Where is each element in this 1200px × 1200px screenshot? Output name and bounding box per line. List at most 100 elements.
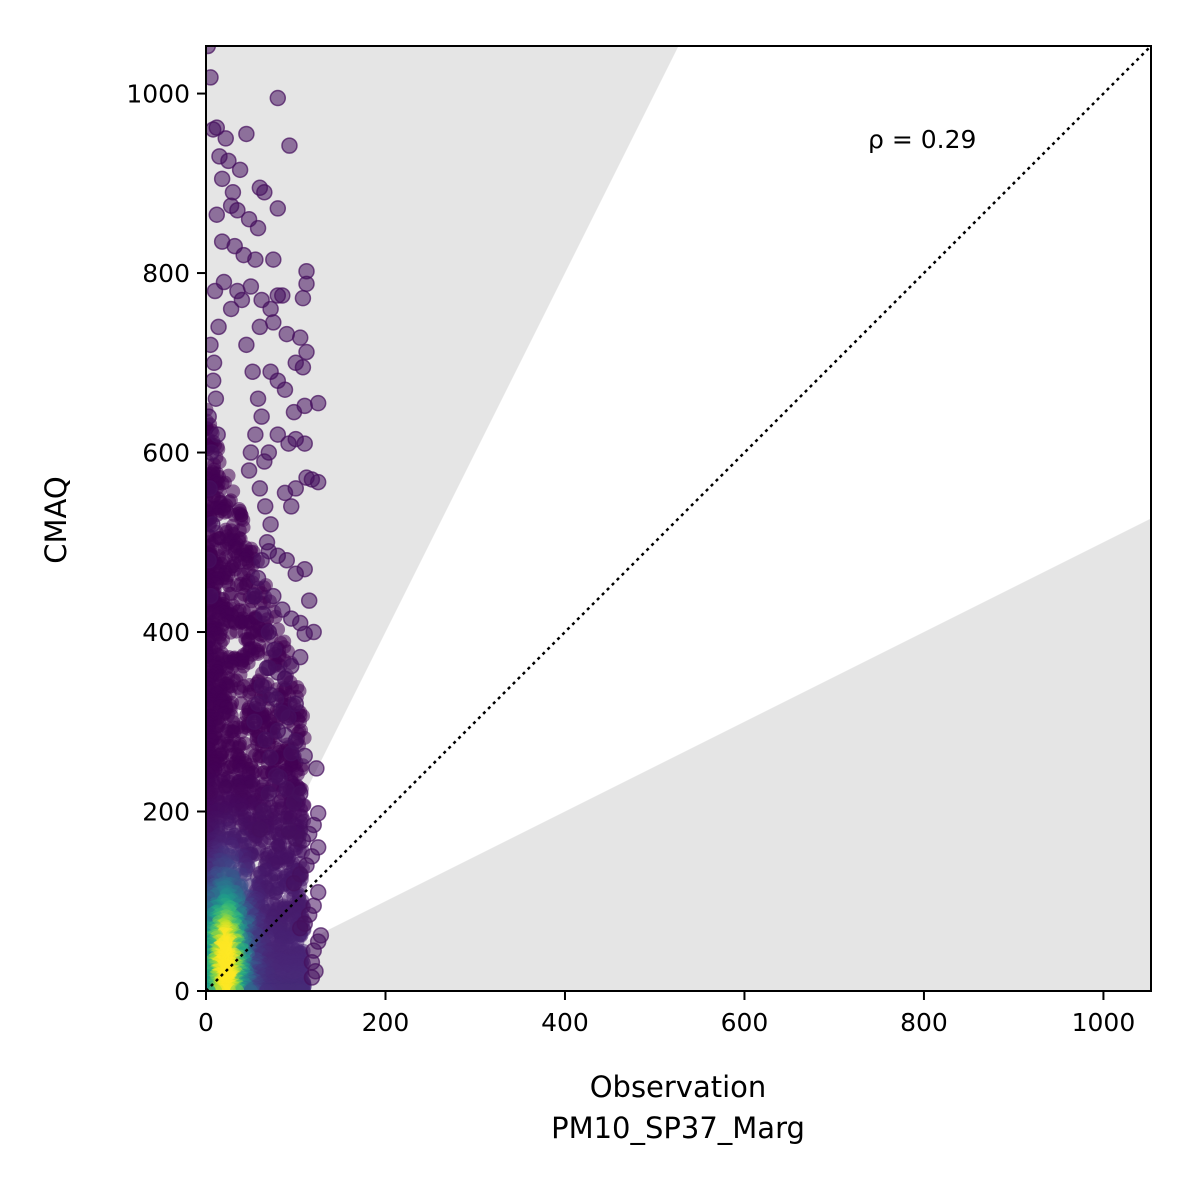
scatter-point xyxy=(278,780,296,798)
x-tick-label: 400 xyxy=(541,1008,589,1037)
scatter-point xyxy=(291,329,309,346)
density-point xyxy=(238,867,253,882)
scatter-point xyxy=(242,444,260,461)
scatter-point xyxy=(206,282,224,300)
x-tick-label: 0 xyxy=(198,1008,214,1037)
scatter-point xyxy=(281,137,298,154)
scatter-point xyxy=(249,695,267,713)
scatter-point xyxy=(265,251,282,268)
scatter-point xyxy=(242,278,260,295)
scatter-point xyxy=(247,426,264,443)
y-tick-label: 1000 xyxy=(126,80,190,109)
scatter-point xyxy=(206,336,219,354)
scatter-point xyxy=(285,403,303,421)
scatter-point xyxy=(238,125,255,143)
scatter-point xyxy=(229,201,246,219)
correlation-annotation: ρ = 0.29 xyxy=(868,125,976,154)
scatter-point xyxy=(251,318,269,336)
scatter-point xyxy=(208,206,226,223)
y-tick-label: 0 xyxy=(174,977,190,1006)
y-axis-ticks: 0 200 400 600 800 1000 xyxy=(126,80,206,1006)
scatter-point xyxy=(269,372,287,389)
scatter-point xyxy=(260,785,278,802)
scatter-point xyxy=(260,623,278,641)
scatter-point xyxy=(269,722,287,739)
lower-shaded-region xyxy=(206,518,1151,991)
scatter-point xyxy=(283,744,300,762)
scatter-point xyxy=(206,408,217,425)
scatter-point xyxy=(208,119,226,136)
scatter-point xyxy=(246,713,263,731)
scatter-point xyxy=(285,875,303,892)
scatter-point xyxy=(256,498,274,515)
scatter-point xyxy=(258,534,276,551)
scatter-point xyxy=(280,821,297,838)
scatter-point xyxy=(249,219,267,237)
scatter-point xyxy=(249,390,267,407)
density-point xyxy=(243,984,258,991)
scatter-point xyxy=(217,130,234,147)
scatter-point xyxy=(298,469,315,486)
scatter-point xyxy=(206,516,221,533)
upper-shaded-region xyxy=(206,46,679,991)
scatter-point xyxy=(249,569,267,587)
scatter-point xyxy=(308,760,325,777)
x-tick-label: 1000 xyxy=(1072,1008,1136,1037)
density-point xyxy=(294,984,309,991)
one-to-one-line xyxy=(206,46,1151,991)
scatter-point xyxy=(269,200,287,217)
scatter-point xyxy=(269,426,287,443)
scatter-point xyxy=(206,551,217,569)
scatter-point xyxy=(231,161,249,179)
scatter-point xyxy=(287,695,304,713)
scatter-point xyxy=(206,372,222,389)
scatter-point xyxy=(253,408,270,425)
scatter-point xyxy=(251,480,269,497)
scatter-point xyxy=(255,803,272,820)
x-axis-label: Observation xyxy=(590,1070,767,1104)
scatter-point xyxy=(240,462,258,479)
scatter-point xyxy=(206,444,220,461)
scatter-point xyxy=(207,390,225,407)
scatter-point xyxy=(294,359,312,376)
y-axis-label: CMAQ xyxy=(39,476,73,563)
x-tick-label: 800 xyxy=(900,1008,948,1037)
density-point xyxy=(258,984,273,991)
scatter-point xyxy=(262,300,279,318)
y-tick-label: 200 xyxy=(142,798,190,827)
scatter-point xyxy=(244,363,261,381)
scatter-point xyxy=(246,587,263,605)
scatter-point xyxy=(253,677,270,695)
scatter-point xyxy=(220,152,237,170)
scatter-point xyxy=(206,69,219,86)
scatter-point xyxy=(247,251,264,268)
scatter-points xyxy=(206,46,330,986)
scatter-point xyxy=(294,289,312,307)
scatter-point xyxy=(224,184,242,201)
scatter-point xyxy=(206,354,223,372)
scatter-point xyxy=(206,46,217,55)
scatter-point xyxy=(303,969,321,986)
scatter-point xyxy=(280,435,297,452)
scatter-point xyxy=(256,731,274,748)
scatter-point xyxy=(262,749,279,766)
scatter-point xyxy=(255,605,272,623)
scatter-point xyxy=(253,551,270,569)
scatter-point xyxy=(298,275,315,293)
scatter-point xyxy=(287,565,304,582)
x-axis-sublabel: PM10_SP37_Marg xyxy=(551,1111,805,1145)
y-tick-label: 600 xyxy=(142,439,190,468)
scatter-point xyxy=(267,767,285,784)
scatter-point xyxy=(309,394,327,412)
scatter-point xyxy=(262,516,279,533)
scatter-point xyxy=(258,659,276,677)
scatter-point xyxy=(206,480,218,497)
scatter-point xyxy=(278,325,296,343)
scatter-point xyxy=(274,704,291,722)
y-tick-label: 800 xyxy=(142,259,190,288)
plot-frame xyxy=(205,45,1152,992)
scatter-point xyxy=(291,919,309,937)
scatter-point xyxy=(256,184,273,201)
x-axis-ticks: 0 200 400 600 800 1000 xyxy=(198,991,1135,1037)
